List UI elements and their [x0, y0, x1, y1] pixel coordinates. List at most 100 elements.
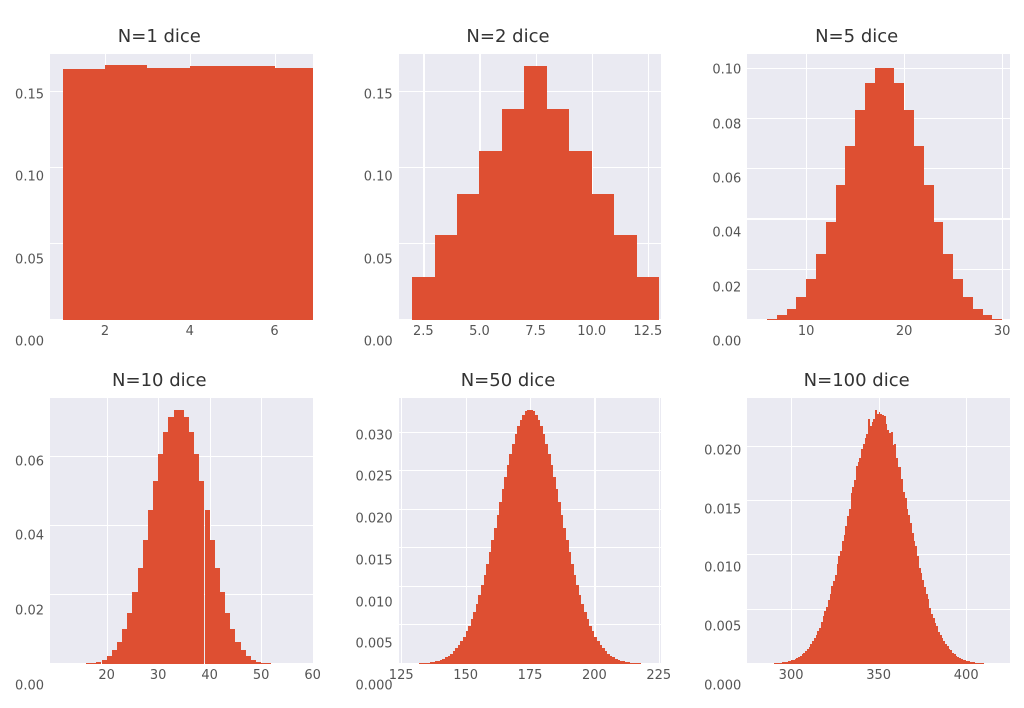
histogram-bar — [105, 65, 147, 320]
histogram-bar — [592, 194, 614, 320]
histogram-bar — [147, 68, 189, 320]
histogram-bar — [826, 222, 836, 320]
x-axis: 246 — [50, 320, 313, 342]
axes-wrap: 102030 — [747, 54, 1010, 342]
subplot-panel: N=1 dice0.000.050.100.15246 — [6, 26, 313, 342]
plot-row: 0.000.020.040.062030405060 — [6, 398, 313, 686]
histogram-bar — [963, 297, 973, 320]
y-tick-label: 0.10 — [364, 170, 393, 185]
subplot-panel: N=5 dice0.000.020.040.060.080.10102030 — [703, 26, 1010, 342]
x-axis: 300350400 — [747, 664, 1010, 686]
x-tick-label: 400 — [954, 668, 979, 683]
histogram-bar — [63, 69, 105, 320]
y-tick-label: 0.06 — [712, 171, 741, 186]
y-tick-label: 0.000 — [355, 679, 392, 694]
y-axis: 0.0000.0050.0100.0150.0200.0250.030 — [355, 398, 399, 686]
x-tick-label: 7.5 — [525, 324, 546, 339]
axes-area — [399, 54, 662, 320]
bars-layer — [50, 398, 313, 664]
y-axis: 0.0000.0050.0100.0150.020 — [703, 398, 747, 686]
x-tick-label: 2 — [101, 324, 109, 339]
histogram-bar — [914, 146, 924, 320]
histogram-bar — [885, 68, 895, 320]
x-tick-label: 30 — [994, 324, 1011, 339]
x-tick-label: 5.0 — [469, 324, 490, 339]
x-tick-label: 50 — [253, 668, 270, 683]
x-tick-label: 300 — [779, 668, 804, 683]
y-tick-label: 0.06 — [15, 454, 44, 469]
x-tick-label: 12.5 — [633, 324, 662, 339]
subplot-panel: N=10 dice0.000.020.040.062030405060 — [6, 370, 313, 686]
histogram-bar — [614, 235, 636, 320]
panel-title: N=1 dice — [6, 26, 313, 48]
x-tick-label: 2.5 — [413, 324, 434, 339]
y-tick-label: 0.025 — [355, 470, 392, 485]
x-tick-label: 60 — [304, 668, 321, 683]
histogram-bar — [973, 309, 983, 320]
histogram-bar — [502, 109, 524, 320]
axes-area — [50, 398, 313, 664]
y-tick-label: 0.005 — [704, 620, 741, 635]
plot-row: 0.000.020.040.060.080.10102030 — [703, 54, 1010, 342]
y-tick-label: 0.00 — [15, 335, 44, 350]
axes-area — [747, 398, 1010, 664]
x-tick-label: 20 — [896, 324, 913, 339]
x-axis: 2030405060 — [50, 664, 313, 686]
y-tick-label: 0.000 — [704, 679, 741, 694]
x-tick-label: 175 — [518, 668, 543, 683]
x-tick-label: 6 — [270, 324, 278, 339]
histogram-bar — [412, 277, 434, 320]
y-tick-label: 0.08 — [712, 117, 741, 132]
histogram-bar — [547, 109, 569, 320]
x-tick-label: 200 — [582, 668, 607, 683]
histogram-bar — [435, 235, 457, 320]
histogram-bar — [845, 146, 855, 320]
axes-wrap: 300350400 — [747, 398, 1010, 686]
x-tick-label: 40 — [201, 668, 218, 683]
y-tick-label: 0.02 — [712, 280, 741, 295]
y-tick-label: 0.020 — [704, 443, 741, 458]
figure: N=1 dice0.000.050.100.15246N=2 dice0.000… — [0, 0, 1024, 708]
bars-layer — [747, 398, 1010, 664]
plot-row: 0.000.050.100.15246 — [6, 54, 313, 342]
bars-layer — [50, 54, 313, 320]
histogram-bar — [855, 110, 865, 320]
panel-title: N=50 dice — [355, 370, 662, 392]
axes-wrap: 2030405060 — [50, 398, 313, 686]
y-tick-label: 0.020 — [355, 512, 392, 527]
y-tick-label: 0.02 — [15, 604, 44, 619]
x-tick-label: 125 — [389, 668, 414, 683]
x-tick-label: 30 — [150, 668, 167, 683]
y-tick-label: 0.015 — [355, 553, 392, 568]
histogram-bar — [190, 66, 232, 320]
x-tick-label: 20 — [98, 668, 115, 683]
plot-row: 0.0000.0050.0100.0150.0200.0250.03012515… — [355, 398, 662, 686]
histogram-bar — [953, 279, 963, 320]
histogram-bar — [875, 68, 885, 320]
histogram-bar — [806, 279, 816, 320]
axes-area — [50, 54, 313, 320]
axes-wrap: 2.55.07.510.012.5 — [399, 54, 662, 342]
y-tick-label: 0.04 — [15, 529, 44, 544]
y-tick-label: 0.15 — [15, 88, 44, 103]
histogram-bar — [457, 194, 479, 320]
axes-wrap: 125150175200225 — [399, 398, 662, 686]
histogram-bar — [479, 151, 501, 320]
panel-title: N=100 dice — [703, 370, 1010, 392]
histogram-bar — [524, 66, 546, 320]
bars-layer — [399, 398, 662, 664]
y-axis: 0.000.020.040.06 — [6, 398, 50, 686]
y-tick-label: 0.015 — [704, 502, 741, 517]
y-tick-label: 0.005 — [355, 637, 392, 652]
bars-layer — [747, 54, 1010, 320]
histogram-bar — [943, 254, 953, 320]
histogram-bar — [637, 277, 659, 320]
histogram-bar — [787, 309, 797, 320]
y-tick-label: 0.05 — [364, 252, 393, 267]
y-tick-label: 0.00 — [15, 679, 44, 694]
x-axis: 102030 — [747, 320, 1010, 342]
x-axis: 125150175200225 — [399, 664, 662, 686]
y-tick-label: 0.00 — [712, 335, 741, 350]
histogram-bar — [816, 254, 826, 320]
plot-row: 0.0000.0050.0100.0150.020300350400 — [703, 398, 1010, 686]
